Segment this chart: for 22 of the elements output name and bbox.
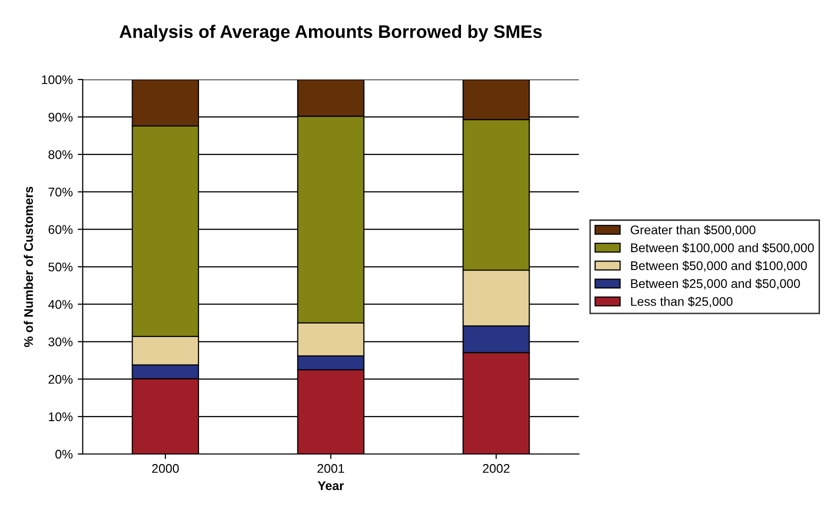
chart-title: Analysis of Average Amounts Borrowed by SMEs bbox=[120, 24, 542, 42]
legend-label: Less than $25,000 bbox=[631, 296, 732, 308]
x-tick-label: 2001 bbox=[318, 464, 344, 473]
x-tick-label: 2002 bbox=[482, 464, 510, 473]
y-tick-label: 40% bbox=[48, 300, 73, 309]
y-tick-label: 80% bbox=[48, 150, 73, 160]
legend-label: Between $100,000 and $500,000 bbox=[631, 242, 814, 254]
y-tick-label: 100% bbox=[42, 75, 73, 84]
y-axis-title: % of Number of Customers bbox=[24, 186, 33, 348]
y-tick-label: 60% bbox=[48, 225, 73, 234]
y-tick-label: 20% bbox=[48, 374, 73, 384]
y-tick-label: 10% bbox=[48, 412, 73, 422]
legend-label: Between $25,000 and $50,000 bbox=[631, 278, 800, 290]
y-tick-label: 0% bbox=[55, 450, 73, 459]
x-tick-label: 2000 bbox=[152, 464, 179, 473]
y-tick-label: 30% bbox=[48, 337, 73, 346]
legend-label: Greater than $500,000 bbox=[630, 224, 756, 236]
x-axis-title: Year bbox=[318, 481, 344, 490]
y-tick-label: 70% bbox=[48, 188, 73, 197]
y-tick-label: 90% bbox=[48, 112, 73, 122]
y-tick-label: 50% bbox=[48, 262, 73, 272]
legend-label: Between $50,000 and $100,000 bbox=[631, 260, 807, 272]
